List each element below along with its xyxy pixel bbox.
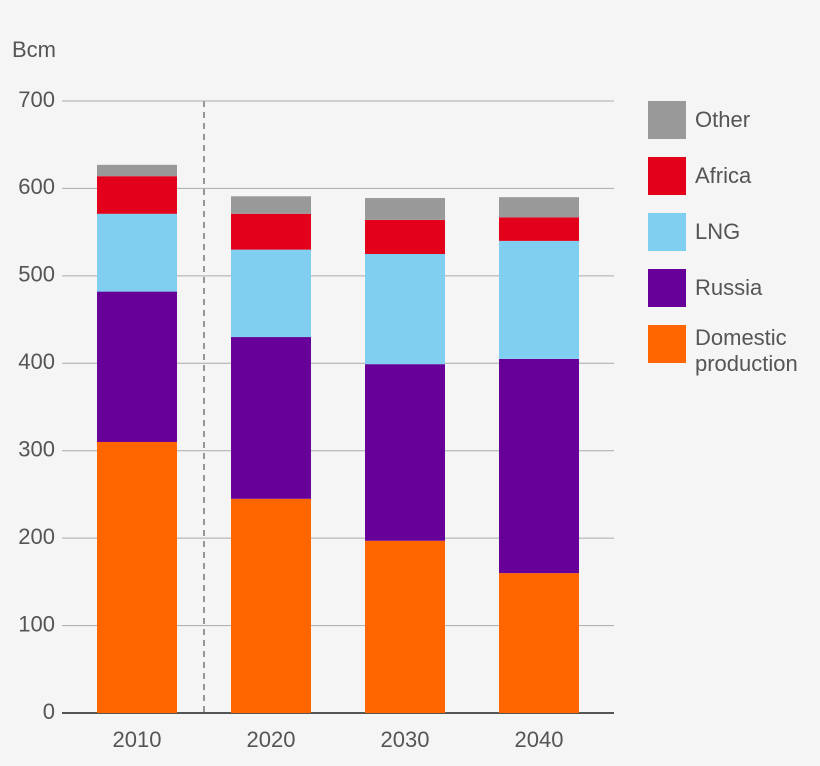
y-tick-label: 400 (18, 349, 55, 374)
y-tick-label: 0 (43, 699, 55, 724)
bar-segment (231, 249, 311, 338)
bar-segment (499, 240, 579, 359)
legend-label: Domestic production (695, 325, 798, 376)
bar-segment (231, 498, 311, 713)
legend-swatch (648, 213, 686, 251)
y-tick-label: 100 (18, 611, 55, 636)
y-tick-label: 300 (18, 437, 55, 462)
legend-swatch (648, 269, 686, 307)
x-tick-label: 2010 (113, 727, 162, 752)
bar-segment (499, 217, 579, 241)
x-tick-label: 2030 (381, 727, 430, 752)
y-tick-label: 500 (18, 262, 55, 287)
bar-segment (231, 196, 311, 214)
y-tick-label: 700 (18, 87, 55, 112)
legend-item: Russia (648, 269, 815, 307)
legend-swatch (648, 325, 686, 363)
legend-swatch (648, 157, 686, 195)
legend-swatch (648, 101, 686, 139)
bar-segment (365, 198, 445, 220)
y-axis-label: Bcm (12, 37, 56, 62)
legend-label: Russia (695, 275, 763, 300)
x-tick-label: 2020 (247, 727, 296, 752)
bar-segment (365, 254, 445, 365)
bar-segment (365, 219, 445, 254)
legend-label: Africa (695, 163, 752, 188)
bar-segment (231, 337, 311, 499)
bar-segment (97, 441, 177, 713)
legend-item: LNG (648, 213, 815, 251)
legend-label: LNG (695, 219, 741, 244)
bar-segment (97, 164, 177, 177)
bar-segment (499, 197, 579, 218)
bar-segment (499, 573, 579, 713)
legend-label: Other (695, 107, 751, 132)
bar-segment (97, 213, 177, 292)
y-tick-label: 600 (18, 174, 55, 199)
y-tick-label: 200 (18, 524, 55, 549)
legend-item: Africa (648, 157, 815, 195)
bar-segment (365, 540, 445, 713)
legend-item: Domestic production (648, 325, 815, 377)
bar-segment (365, 364, 445, 541)
legend-item: Other (648, 101, 815, 139)
bar-segment (231, 213, 311, 250)
bar-segment (97, 291, 177, 442)
bar-segment (499, 358, 579, 574)
x-tick-label: 2040 (515, 727, 564, 752)
bar-segment (97, 176, 177, 214)
